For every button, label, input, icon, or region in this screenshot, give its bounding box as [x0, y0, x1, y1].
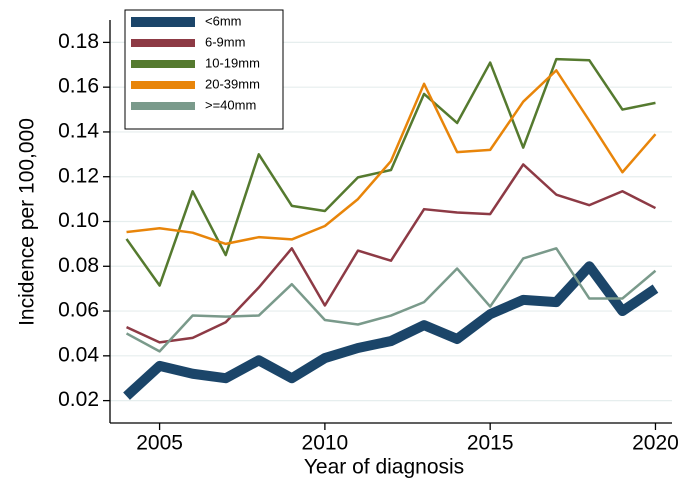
legend-label: <6mm [205, 13, 241, 28]
series-line [125, 247, 657, 353]
x-tick-label: 2010 [302, 432, 349, 455]
x-axis-title: Year of diagnosis [304, 456, 464, 479]
y-tick-label: 0.16 [58, 75, 99, 98]
series-line [125, 57, 656, 287]
legend-label: 10-19mm [205, 55, 260, 70]
y-tick-label: 0.14 [58, 119, 99, 142]
legend-label: >=40mm [205, 97, 256, 112]
legend-label: 6-9mm [205, 34, 245, 49]
y-tick-label: 0.02 [58, 388, 99, 411]
legend: <6mm 6-9mm 10-19mm 20-39mm >=40mm [124, 9, 284, 130]
x-tick-label: 2020 [632, 432, 679, 455]
y-tick-label: 0.12 [58, 164, 99, 187]
x-tick-label: 2005 [136, 432, 183, 455]
x-tick-label: 2015 [467, 432, 514, 455]
series-line [126, 69, 657, 246]
legend-label: 20-39mm [205, 76, 260, 91]
series-line [123, 261, 659, 400]
y-tick-label: 0.08 [58, 254, 99, 277]
y-tick-label: 0.10 [58, 209, 99, 232]
y-tick-label: 0.06 [58, 299, 99, 322]
series-line [126, 163, 657, 344]
y-tick-label: 0.04 [58, 343, 99, 366]
y-axis-title: Incidence per 100,000 [16, 118, 39, 326]
y-tick-label: 0.18 [58, 30, 99, 53]
